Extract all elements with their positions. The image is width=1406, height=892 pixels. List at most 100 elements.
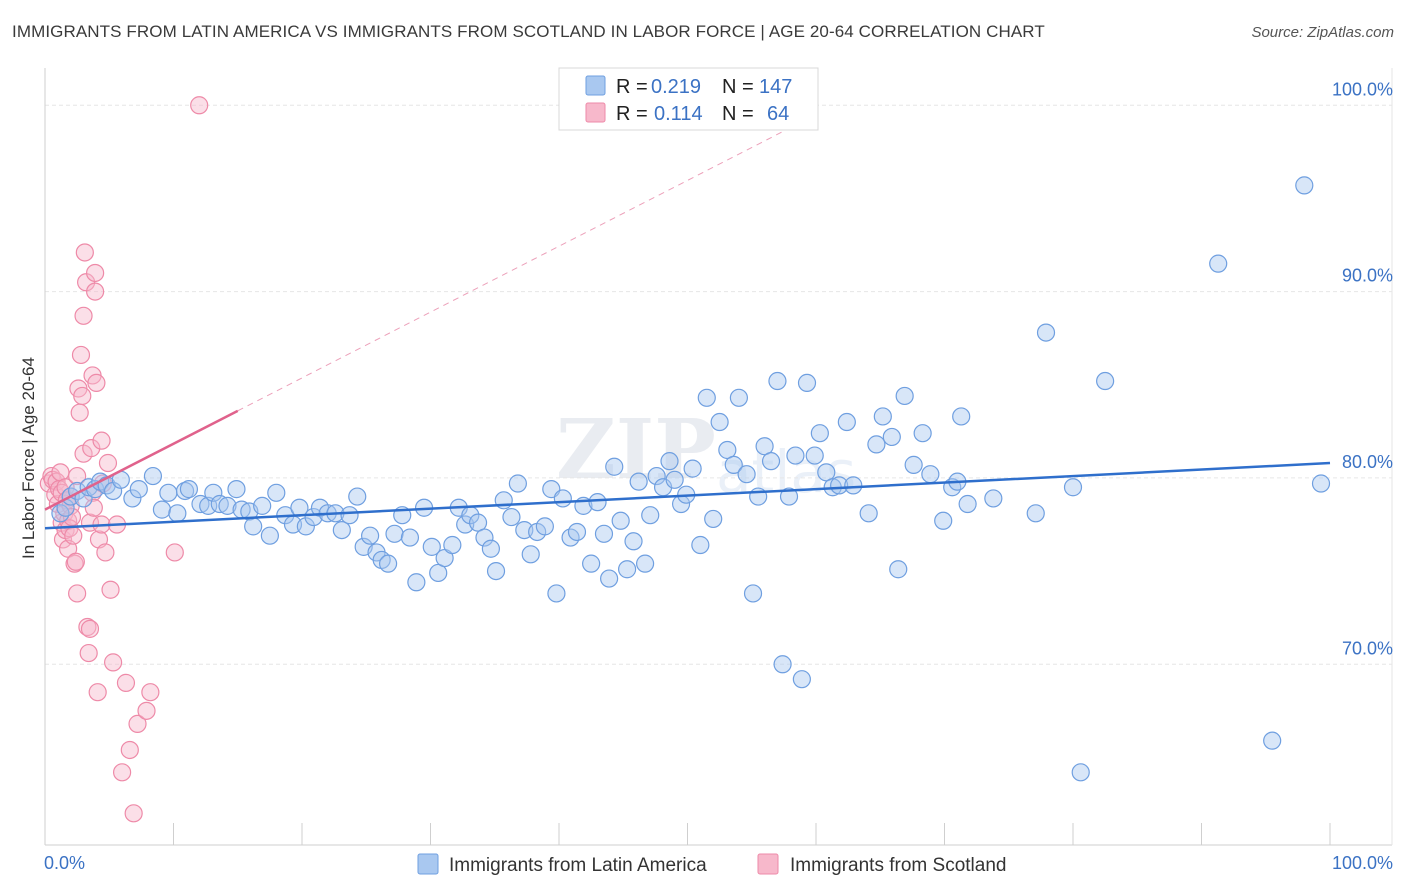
point-latin-america (837, 412, 856, 432)
grid-lines (45, 104, 1392, 665)
point-scotland (98, 453, 118, 473)
point-latin-america (588, 493, 607, 512)
point-latin-america (768, 371, 787, 391)
point-latin-america (629, 472, 648, 491)
point-latin-america (1096, 371, 1115, 391)
point-scotland (75, 243, 94, 262)
point-latin-america (805, 446, 824, 465)
point-latin-america (1026, 504, 1045, 523)
point-latin-america (710, 412, 729, 432)
point-scotland (86, 263, 105, 283)
point-latin-america (486, 561, 506, 581)
legend-r-label: R = (616, 103, 648, 125)
point-latin-america (244, 517, 263, 536)
point-latin-america (304, 507, 323, 527)
point-latin-america (641, 506, 660, 525)
point-scotland (66, 552, 85, 571)
point-latin-america (624, 532, 643, 551)
point-latin-america (296, 517, 315, 536)
point-latin-america (611, 511, 630, 530)
point-latin-america (600, 569, 619, 588)
legend-swatch-pink (585, 102, 606, 123)
point-latin-america (332, 521, 351, 540)
point-latin-america (422, 537, 441, 556)
chart-title: IMMIGRANTS FROM LATIN AMERICA VS IMMIGRA… (12, 22, 1045, 41)
point-scotland (87, 373, 106, 392)
y-tick-label: 100.0% (1332, 79, 1393, 99)
y-tick-label: 80.0% (1342, 452, 1393, 472)
zipatlas-watermark: ZIP atlas (556, 402, 856, 506)
point-latin-america (773, 655, 792, 674)
point-scotland (62, 507, 82, 527)
point-scotland (79, 643, 98, 663)
point-latin-america (443, 535, 462, 555)
legend-n-label: N = (722, 103, 754, 125)
x-tick-labels: 0.0% 100.0% (44, 853, 1393, 873)
legend-r-value-blue: 0.219 (651, 76, 701, 98)
x-tick-label-max: 100.0% (1332, 853, 1393, 873)
point-latin-america (844, 476, 863, 495)
point-scotland (71, 345, 91, 365)
point-latin-america (407, 573, 426, 592)
point-scotland (96, 543, 115, 562)
point-scotland (47, 472, 66, 491)
y-axis-label: In Labor Force | Age 20-64 (19, 357, 38, 559)
point-latin-america (168, 504, 187, 523)
point-latin-america (1311, 474, 1331, 493)
legend-n-label: N = (722, 76, 754, 98)
point-latin-america (227, 480, 246, 499)
point-latin-america (159, 483, 178, 502)
legend-n-value-pink: 64 (767, 103, 789, 125)
point-latin-america (921, 465, 940, 484)
point-scotland (165, 543, 184, 562)
point-scotland (64, 526, 83, 545)
point-latin-america (889, 560, 908, 579)
point-latin-america (779, 487, 799, 506)
legend-label-scotland: Immigrants from Scotland (790, 855, 1006, 876)
y-tick-labels: 70.0% 80.0% 90.0% 100.0% (1332, 79, 1393, 658)
point-latin-america (204, 483, 223, 502)
point-latin-america (743, 584, 763, 603)
point-latin-america (882, 427, 901, 447)
point-latin-america (873, 407, 892, 426)
point-latin-america (605, 457, 624, 476)
point-latin-america (859, 504, 878, 523)
point-latin-america (810, 424, 829, 443)
point-latin-america (340, 506, 359, 525)
trend-line-scotland (44, 409, 239, 511)
point-latin-america (691, 535, 710, 555)
point-latin-america (348, 487, 367, 506)
point-latin-america (378, 554, 398, 573)
point-latin-america (582, 554, 601, 573)
point-latin-america (361, 526, 380, 545)
legend-label-latin-america: Immigrants from Latin America (449, 855, 707, 876)
point-latin-america (786, 446, 805, 465)
point-latin-america (179, 480, 199, 499)
legend-swatch-latin-america (417, 853, 439, 875)
point-scotland (116, 673, 136, 692)
point-latin-america (958, 494, 977, 514)
point-scotland (92, 431, 111, 450)
point-latin-america (260, 526, 279, 545)
series-scotland-points (39, 96, 209, 823)
point-scotland (190, 96, 209, 115)
point-scotland (80, 619, 100, 638)
point-latin-america (253, 496, 272, 515)
point-scotland (128, 714, 147, 733)
point-latin-america (1263, 731, 1282, 750)
point-latin-america (797, 373, 817, 392)
point-latin-america (792, 670, 811, 689)
point-scotland (68, 466, 87, 486)
point-scotland (104, 653, 123, 672)
point-latin-america (535, 517, 554, 536)
point-latin-america (867, 435, 886, 454)
point-latin-america (129, 480, 148, 499)
legend-r-label: R = (616, 76, 648, 98)
point-latin-america (1063, 478, 1083, 497)
point-scotland (112, 763, 132, 782)
point-latin-america (475, 528, 494, 547)
point-latin-america (952, 407, 971, 426)
point-scotland (68, 584, 87, 603)
point-latin-america (660, 452, 679, 471)
